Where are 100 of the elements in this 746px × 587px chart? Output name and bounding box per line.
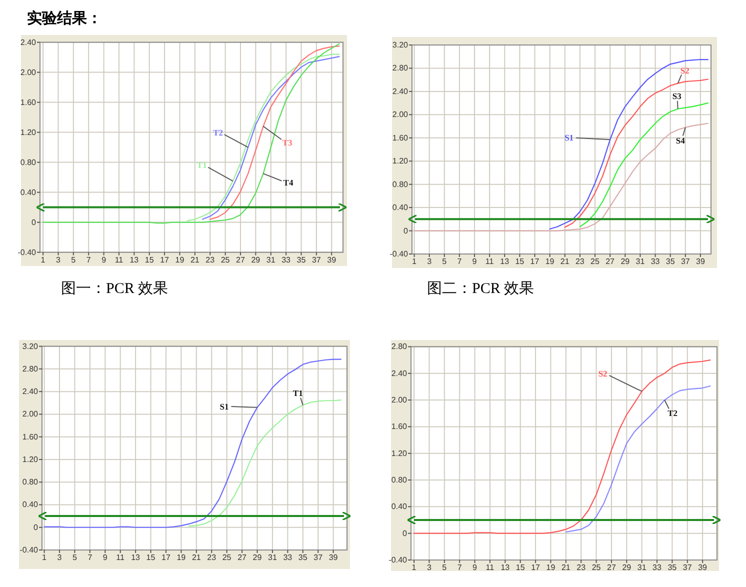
x-tick-label: 1 (42, 553, 48, 562)
x-tick-label: 9 (472, 257, 478, 266)
x-tick-label: 3 (427, 257, 432, 266)
x-tick-label: 23 (576, 257, 585, 266)
x-tick-label: 23 (207, 553, 217, 562)
x-tick-label: 19 (545, 257, 555, 266)
x-tick-label: 37 (680, 257, 690, 266)
text: 图一：PCR 效果 (61, 281, 168, 297)
x-tick-label: 5 (72, 553, 78, 562)
x-tick-label: 15 (516, 563, 526, 572)
x-tick-label: 9 (102, 255, 107, 264)
text: S1 (220, 401, 229, 412)
y-tick-label: 0 (404, 226, 409, 236)
x-tick-label: 11 (114, 255, 124, 264)
x-tick-label: 21 (561, 563, 571, 572)
y-tick-label: 2.40 (391, 368, 408, 378)
y-tick-label: 0.40 (22, 500, 39, 510)
x-tick-label: 29 (252, 553, 262, 562)
x-tick-label: 27 (238, 553, 248, 562)
x-tick-label: 29 (620, 257, 630, 266)
x-tick-label: 35 (296, 255, 306, 264)
x-tick-label: 17 (162, 553, 171, 562)
line-series (188, 400, 342, 527)
line-series (42, 43, 340, 224)
x-tick-label: 7 (457, 563, 462, 572)
y-tick-label: -0.40 (388, 556, 408, 564)
x-tick-label: 25 (222, 553, 232, 562)
x-tick-label: 33 (652, 563, 662, 572)
chart-title: 实验结果： (27, 9, 102, 27)
y-tick-label: 0.80 (22, 478, 39, 487)
y-tick-label: -0.40 (20, 546, 39, 554)
y-tick-label: 2.00 (22, 410, 39, 419)
y-tick-label: -0.40 (390, 250, 409, 258)
x-tick-label: 17 (530, 257, 540, 266)
y-tick-label: 1.60 (20, 98, 37, 107)
x-tick-label: 33 (650, 257, 660, 266)
x-tick-label: 31 (636, 257, 646, 266)
x-tick-label: 5 (71, 255, 76, 264)
y-tick-label: 2.80 (22, 364, 39, 374)
x-tick-label: 39 (328, 553, 338, 562)
line-series (579, 102, 709, 228)
x-tick-label: 5 (442, 563, 448, 572)
x-tick-label: 29 (622, 563, 632, 572)
x-tick-label: 39 (696, 257, 706, 266)
series-label: S4 (676, 135, 686, 146)
line-series (413, 359, 711, 534)
x-tick-label: 3 (56, 255, 61, 264)
x-tick-label: 37 (312, 255, 322, 264)
x-tick-label: 19 (175, 255, 185, 264)
y-tick-label: 2.00 (391, 396, 408, 405)
x-tick-label: 9 (102, 553, 108, 562)
x-tick-label: 11 (485, 257, 494, 266)
x-tick-label: 3 (57, 553, 62, 562)
y-tick-label: 3.20 (22, 342, 39, 351)
x-tick-label: 27 (607, 563, 616, 572)
y-tick-label: 1.60 (22, 432, 39, 442)
y-tick-label: 1.60 (391, 422, 408, 432)
x-tick-label: 31 (266, 255, 276, 264)
x-tick-label: 39 (327, 255, 337, 264)
x-tick-label: 31 (268, 553, 278, 562)
text: S2 (598, 368, 608, 378)
x-tick-label: 7 (86, 255, 92, 264)
y-tick-label: 0.40 (392, 203, 409, 212)
x-tick-label: 13 (130, 255, 140, 264)
text: 图二：PCR 效果 (427, 281, 534, 297)
x-tick-label: 3 (426, 563, 432, 572)
x-tick-label: 31 (637, 563, 647, 572)
x-tick-label: 13 (500, 563, 510, 572)
x-tick-label: 37 (682, 563, 692, 572)
x-tick-label: 37 (314, 553, 324, 562)
x-tick-label: 11 (116, 553, 126, 562)
text: S1 (564, 132, 574, 143)
x-tick-label: 23 (576, 563, 586, 572)
y-tick-label: -0.40 (18, 248, 37, 257)
x-tick-label: 1 (412, 563, 417, 572)
y-tick-label: 1.20 (22, 454, 39, 464)
line-series (414, 122, 709, 232)
x-tick-label: 35 (668, 563, 678, 572)
x-tick-label: 13 (500, 257, 510, 266)
x-tick-label: 9 (472, 563, 478, 572)
series-label: S3 (672, 90, 682, 101)
x-tick-label: 15 (515, 257, 525, 266)
y-tick-label: 2.00 (392, 110, 409, 120)
x-tick-label: 27 (236, 255, 246, 264)
x-tick-label: 19 (176, 553, 186, 562)
text: T2 (213, 127, 224, 138)
x-tick-label: 13 (131, 553, 141, 562)
y-tick-label: 0 (34, 522, 39, 532)
line-series (44, 358, 342, 528)
x-tick-label: 35 (666, 257, 676, 266)
y-tick-label: 2.80 (392, 64, 409, 73)
series-label: T1 (292, 388, 303, 398)
x-tick-label: 17 (160, 255, 170, 264)
x-tick-label: 7 (457, 257, 462, 266)
x-tick-label: 17 (531, 563, 541, 572)
y-tick-label: 1.20 (392, 156, 409, 166)
y-tick-label: 2.40 (22, 387, 39, 396)
x-tick-label: 25 (220, 255, 230, 264)
y-tick-label: 0.40 (20, 188, 37, 197)
x-tick-label: 21 (560, 257, 570, 266)
